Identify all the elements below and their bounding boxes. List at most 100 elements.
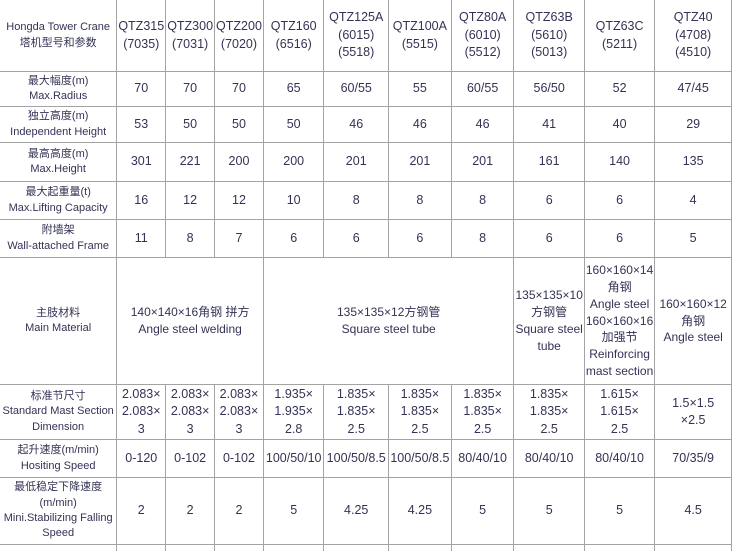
table-cell: 2: [214, 477, 264, 545]
model-header-qtz40: QTZ40 (4708) (4510): [654, 0, 732, 72]
table-cell: 6: [583, 181, 656, 220]
table-cell: 100/50/8.5: [387, 439, 452, 478]
table-cell: 6: [387, 219, 452, 258]
table-cell: 5: [262, 477, 325, 545]
table-cell: 56/50: [513, 71, 585, 107]
row-hoisting-speed: 起升速度(m/min) Hositing Speed 0-120 0-102 0…: [0, 439, 732, 478]
table-cell: 140: [583, 142, 656, 182]
table-cell: [165, 544, 216, 551]
table-cell: 0-120: [116, 439, 167, 478]
table-cell: 100/50/8.5: [323, 439, 389, 478]
table-cell: 40: [583, 106, 656, 143]
table-cell: 70: [165, 71, 216, 107]
table-cell: 201: [450, 142, 515, 182]
table-row-partial: [0, 544, 732, 551]
table-cell: 2.083× 2.083× 3: [116, 384, 167, 440]
table-cell: 8: [323, 181, 389, 220]
table-cell: 8: [387, 181, 452, 220]
material-cell-angle-steel-12: 160×160×12 角钢 Angle steel: [654, 257, 732, 385]
model-header-qtz100a: QTZ100A (5515): [387, 0, 452, 72]
table-cell: 200: [262, 142, 325, 182]
table-cell: 5: [654, 219, 732, 258]
table-cell: 50: [214, 106, 264, 143]
row-main-material: 主肢材料 Main Material 140×140×16角钢 拼方 Angle…: [0, 257, 732, 385]
table-cell: 2: [116, 477, 167, 545]
table-cell: 1.5×1.5 ×2.5: [654, 384, 732, 440]
table-cell: 47/45: [654, 71, 732, 107]
model-header-qtz160: QTZ160 (6516): [262, 0, 325, 72]
table-cell: 70: [214, 71, 264, 107]
row-wall-attached-frame: 附墙架 Wall-attached Frame 11 8 7 6 6 6 8 6…: [0, 219, 732, 258]
table-cell: [387, 544, 452, 551]
table-cell: [0, 544, 118, 551]
table-cell: 70/35/9: [654, 439, 732, 478]
row-label-max-lifting-capacity: 最大起重量(t) Max.Lifting Capacity: [0, 181, 118, 220]
table-cell: 6: [513, 219, 585, 258]
table-cell: 2.083× 2.083× 3: [214, 384, 264, 440]
table-cell: 0-102: [214, 439, 264, 478]
table-cell: [214, 544, 264, 551]
table-cell: 5: [450, 477, 515, 545]
table-cell: 0-102: [165, 439, 216, 478]
table-cell: 60/55: [450, 71, 515, 107]
table-cell: 4.25: [387, 477, 452, 545]
material-cell-square-steel-tube-10: 135×135×10 方钢管 Square steel tube: [513, 257, 585, 385]
table-cell: 2.083× 2.083× 3: [165, 384, 216, 440]
corner-header: Hongda Tower Crane 塔机型号和参数: [0, 0, 118, 72]
table-cell: 1.615× 1.615× 2.5: [583, 384, 656, 440]
table-cell: 11: [116, 219, 167, 258]
table-cell: 2: [165, 477, 216, 545]
table-cell: 200: [214, 142, 264, 182]
table-cell: 1.835× 1.835× 2.5: [513, 384, 585, 440]
model-header-qtz63c: QTZ63C (5211): [583, 0, 656, 72]
table-cell: 70: [116, 71, 167, 107]
table-cell: 60/55: [323, 71, 389, 107]
table-cell: 4.5: [654, 477, 732, 545]
table-cell: 46: [450, 106, 515, 143]
table-cell: [323, 544, 389, 551]
table-cell: 8: [450, 181, 515, 220]
row-max-height: 最高高度(m) Max.Height 301 221 200 200 201 2…: [0, 142, 732, 182]
model-header-qtz80a: QTZ80A (6010) (5512): [450, 0, 515, 72]
table-cell: 8: [450, 219, 515, 258]
header-row: Hongda Tower Crane 塔机型号和参数 QTZ315 (7035)…: [0, 0, 732, 72]
table-cell: 4.25: [323, 477, 389, 545]
table-cell: 41: [513, 106, 585, 143]
model-header-qtz200: QTZ200 (7020): [214, 0, 264, 72]
table-cell: [654, 544, 732, 551]
table-cell: 12: [214, 181, 264, 220]
table-cell: 6: [513, 181, 585, 220]
table-cell: 53: [116, 106, 167, 143]
table-cell: [450, 544, 515, 551]
table-cell: [583, 544, 656, 551]
table-cell: 1.835× 1.835× 2.5: [323, 384, 389, 440]
table-cell: 100/50/10: [262, 439, 325, 478]
row-label-wall-attached-frame: 附墙架 Wall-attached Frame: [0, 219, 118, 258]
table-cell: 135: [654, 142, 732, 182]
table-cell: 221: [165, 142, 216, 182]
table-cell: 161: [513, 142, 585, 182]
row-max-radius: 最大幅度(m) Max.Radius 70 70 70 65 60/55 55 …: [0, 71, 732, 107]
table-cell: 7: [214, 219, 264, 258]
table-cell: 65: [262, 71, 325, 107]
table-cell: [513, 544, 585, 551]
row-label-independent-height: 独立高度(m) Independent Height: [0, 106, 118, 143]
table-cell: 1.835× 1.835× 2.5: [450, 384, 515, 440]
table-cell: 10: [262, 181, 325, 220]
table-cell: 12: [165, 181, 216, 220]
model-header-qtz315: QTZ315 (7035): [116, 0, 167, 72]
table-cell: 5: [513, 477, 585, 545]
table-cell: 80/40/10: [513, 439, 585, 478]
table-cell: 50: [262, 106, 325, 143]
table-cell: [116, 544, 167, 551]
table-cell: 201: [387, 142, 452, 182]
row-label-main-material: 主肢材料 Main Material: [0, 257, 118, 385]
row-label-hoisting-speed: 起升速度(m/min) Hositing Speed: [0, 439, 118, 478]
table-cell: 1.835× 1.835× 2.5: [387, 384, 452, 440]
table-cell: 52: [583, 71, 656, 107]
material-cell-angle-steel-welding: 140×140×16角钢 拼方 Angle steel welding: [116, 257, 264, 385]
row-label-falling-speed: 最低稳定下降速度 (m/min) Mini.Stabilizing Fallin…: [0, 477, 118, 545]
table-cell: 1.935× 1.935× 2.8: [262, 384, 325, 440]
